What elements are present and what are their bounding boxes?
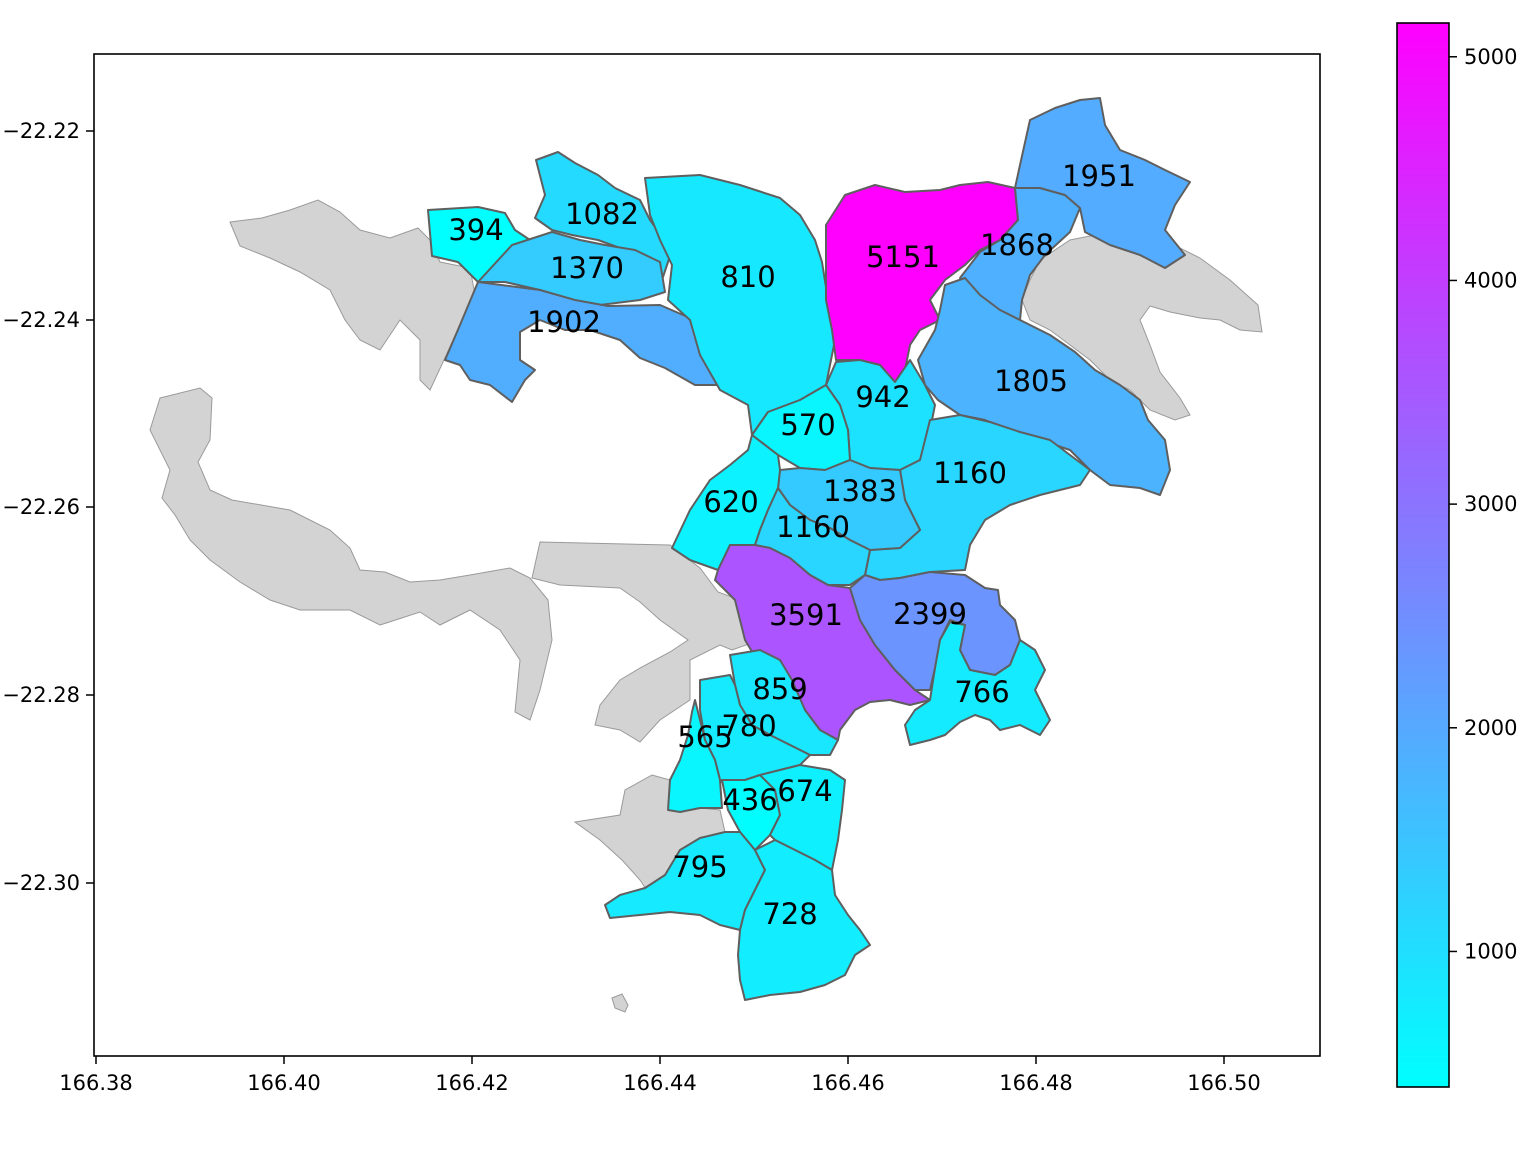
x-tick-label: 166.42 [435,1071,508,1095]
district-1902 [444,281,719,403]
colorbar-tick-label: 1000 [1464,939,1517,963]
district-1805 [917,277,1171,496]
district-label: 859 [752,672,807,706]
y-tick-label: −22.24 [2,308,80,332]
colorbar-tick-label: 2000 [1464,716,1517,740]
colorbar-tick-label: 5000 [1464,45,1517,69]
y-tick-label: −22.30 [2,871,80,895]
district-label: 674 [777,774,832,808]
colorbar-ticks: 1000 2000 3000 4000 5000 [1449,45,1517,963]
district-766 [904,621,1051,746]
y-tick-label: −22.26 [2,495,80,519]
x-tick-label: 166.38 [59,1071,132,1095]
district-1370 [477,231,666,306]
district-label: 810 [720,260,775,294]
district-label: 1160 [776,510,850,544]
district-label: 2399 [893,597,967,631]
district-labels: 394 1082 1370 1902 810 5151 1868 1951 18… [448,159,1136,931]
district-label: 1902 [527,305,601,339]
x-axis: 166.38 166.40 166.42 166.44 166.46 166.4… [59,1056,1261,1095]
colorbar-tick-label: 4000 [1464,268,1517,292]
district-label: 1951 [1062,159,1136,193]
colorbar-tick-label: 3000 [1464,492,1517,516]
district-label: 1868 [980,228,1054,262]
district-1951 [1014,97,1191,269]
district-728 [737,839,871,1001]
y-tick-label: −22.22 [2,119,80,143]
district-label: 5151 [866,240,940,274]
district-565 [667,699,723,813]
grey-land-west-peninsula [149,387,553,721]
district-label: 394 [448,213,503,247]
x-tick-label: 166.44 [623,1071,696,1095]
x-tick-label: 166.50 [1187,1071,1260,1095]
district-label: 1383 [823,474,897,508]
district-label: 1082 [565,197,639,231]
islet-south [611,993,629,1013]
y-tick-label: −22.28 [2,683,80,707]
grey-land-east [1021,231,1263,421]
district-label: 1805 [994,364,1068,398]
x-tick-label: 166.46 [811,1071,884,1095]
district-label: 436 [722,783,777,817]
x-tick-label: 166.40 [247,1071,320,1095]
district-label: 766 [954,675,1009,709]
y-axis: −22.22 −22.24 −22.26 −22.28 −22.30 [2,119,94,895]
district-label: 570 [780,408,835,442]
district-795 [604,831,766,931]
district-label: 3591 [769,598,843,632]
district-label: 780 [721,709,776,743]
x-tick-label: 166.48 [999,1071,1072,1095]
district-570 [751,384,851,471]
colorbar-gradient [1396,22,1450,1088]
district-label: 728 [762,897,817,931]
district-label: 565 [677,720,732,754]
districts [427,97,1191,1001]
district-label: 620 [703,485,758,519]
plot-frame [93,53,1321,1057]
district-label: 1370 [550,251,624,285]
district-label: 942 [855,380,910,414]
district-label: 1160 [933,456,1007,490]
district-label: 795 [672,850,727,884]
colorbar: 1000 2000 3000 4000 5000 [1396,22,1517,1088]
